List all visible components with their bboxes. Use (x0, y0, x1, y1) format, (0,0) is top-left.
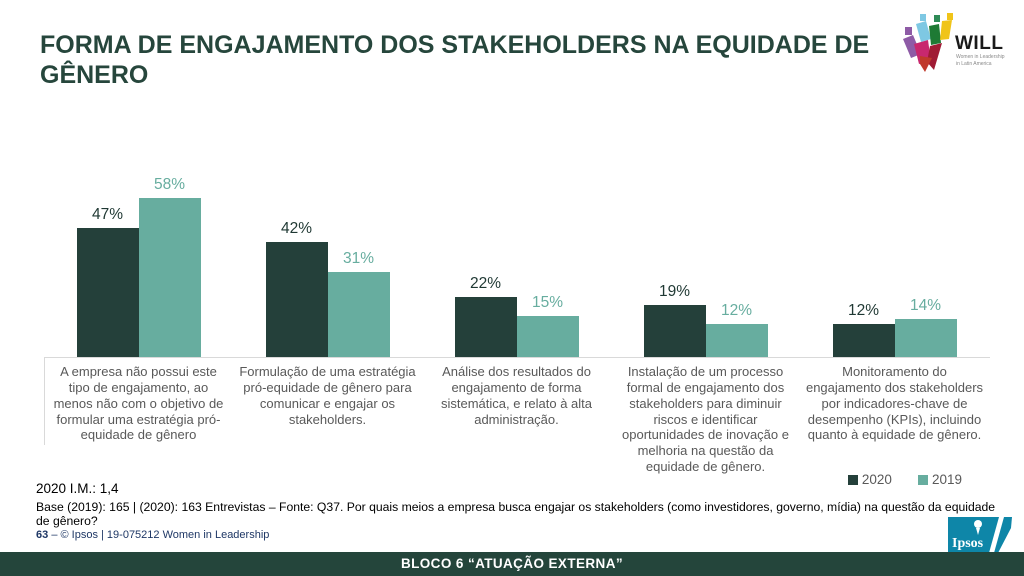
value-label-2020-5: 12% (847, 302, 880, 319)
legend-label-2019: 2019 (931, 472, 962, 487)
bar-group-3: 22% 15% (422, 165, 611, 357)
axis-left-tick (44, 357, 45, 445)
category-label-4: Instalação de um processo formal de enga… (622, 364, 789, 475)
value-label-2019-4: 12% (720, 302, 753, 319)
category-label-2: Formulação de uma estratégia pró-equidad… (239, 364, 416, 427)
category-label-3: Análise dos resultados do engajamento de… (440, 364, 593, 427)
value-label-2020-3: 22% (469, 274, 502, 292)
legend-swatch-2019 (917, 474, 928, 485)
bar-2020-1: 47% (76, 206, 139, 357)
will-tagline-1: Women in Leadership (956, 54, 1005, 60)
im-note: 2020 I.M.: 1,4 (36, 481, 119, 496)
bar-2019-1: 58% (138, 176, 201, 357)
bar-2019-2: 31% (327, 250, 390, 357)
bar-2020-5: 12% (832, 302, 895, 357)
footer-page-number: 63 (36, 529, 49, 541)
legend-item-2019: 2019 (917, 472, 962, 487)
bar-2019-5: 14% (894, 297, 957, 357)
page-title: FORMA DE ENGAJAMENTO DOS STAKEHOLDERS NA… (40, 31, 870, 89)
will-logo: WILL Women in Leadership in Latin Americ… (894, 12, 1012, 78)
value-label-2020-4: 19% (658, 282, 691, 300)
bar-chart-plot: 47% 58% 42% 31% 22% 15% 19% 12% 12% 14% (44, 165, 989, 357)
bar-2020-2: 42% (265, 220, 328, 357)
bar-group-4: 19% 12% (611, 165, 800, 357)
value-label-2019-5: 14% (909, 296, 942, 314)
footer-separator: – (51, 529, 58, 541)
x-axis-line (44, 357, 990, 358)
ipsos-logo-icon: Ipsos (948, 517, 1012, 553)
value-label-2019-2: 31% (342, 249, 375, 267)
value-label-2020-2: 42% (280, 219, 313, 237)
will-tagline-2: in Latin America (956, 61, 992, 67)
value-label-2019-1: 58% (153, 175, 186, 193)
ipsos-logo: Ipsos (948, 517, 1012, 553)
category-label-1: A empresa não possui este tipo de engaja… (53, 364, 224, 443)
bar-group-5: 12% 14% (800, 165, 989, 357)
value-label-2020-1: 47% (91, 205, 124, 223)
bar-2019-3: 15% (516, 294, 579, 357)
svg-text:WILL: WILL (955, 33, 1003, 54)
will-arrows-icon: WILL Women in Leadership in Latin Americ… (903, 13, 1005, 72)
category-label-5: Monitoramento do engajamento dos stakeho… (805, 364, 984, 443)
bar-2019-4: 12% (705, 302, 768, 357)
chart-legend: 2020 2019 (847, 472, 962, 487)
legend-label-2020: 2020 (861, 472, 892, 487)
bar-group-1: 47% 58% (44, 165, 233, 357)
bar-2020-3: 22% (454, 275, 517, 357)
bottom-band: BLOCO 6 “ATUAÇÃO EXTERNA” (0, 552, 1024, 576)
category-labels-row: A empresa não possui este tipo de engaja… (44, 364, 989, 475)
legend-item-2020: 2020 (847, 472, 892, 487)
bar-2020-4: 19% (643, 283, 706, 357)
bar-group-2: 42% 31% (233, 165, 422, 357)
value-label-2019-3: 15% (531, 293, 564, 311)
ipsos-logo-text: Ipsos (952, 536, 984, 551)
legend-swatch-2020 (847, 474, 858, 485)
footer-copyright: 63 – © Ipsos | 19-075212 Women in Leader… (36, 529, 269, 541)
footer-copyright-text: © Ipsos | 19-075212 Women in Leadership (60, 529, 270, 541)
base-note: Base (2019): 165 | (2020): 163 Entrevist… (36, 500, 996, 528)
